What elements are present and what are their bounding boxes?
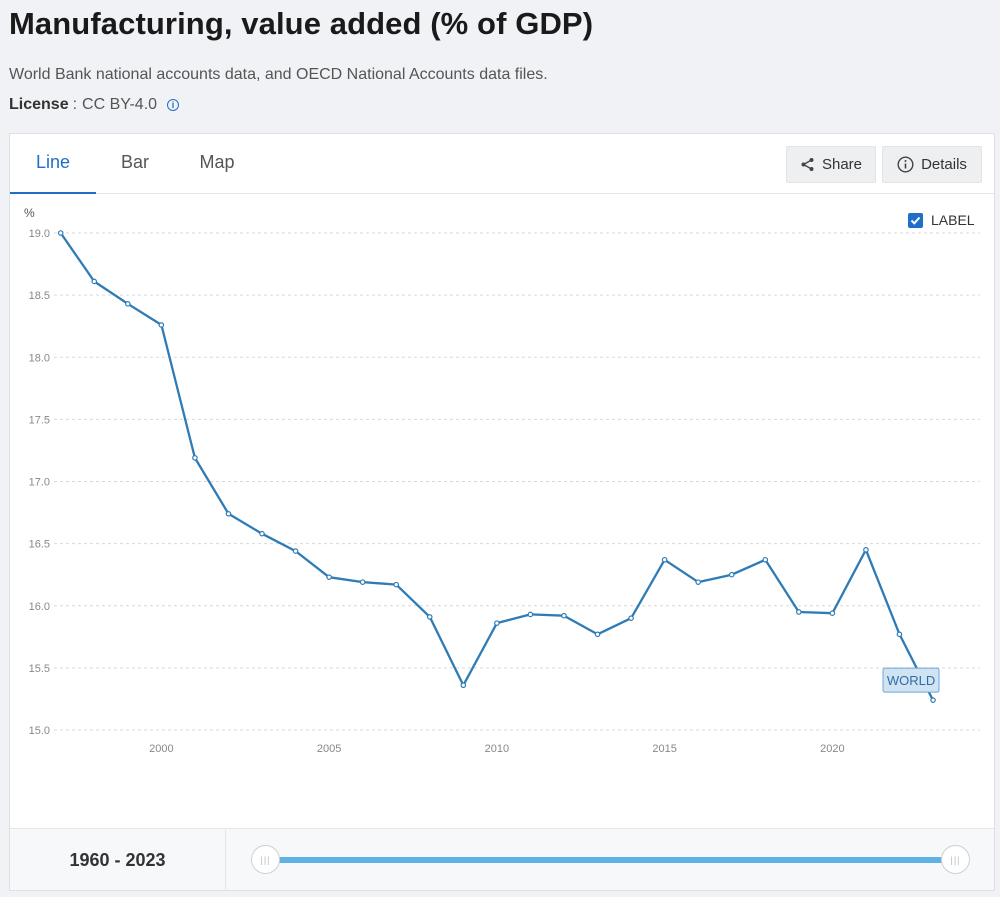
y-tick-label: 17.5	[29, 414, 50, 426]
share-icon	[801, 158, 814, 171]
data-point[interactable]	[762, 556, 769, 563]
license-value: CC BY-4.0	[82, 96, 158, 113]
y-tick-label: 15.5	[29, 663, 50, 675]
page-title: Manufacturing, value added (% of GDP)	[9, 6, 594, 41]
label-toggle[interactable]: LABEL	[908, 212, 975, 228]
range-slider-track[interactable]	[266, 857, 956, 863]
license: License : CC BY-4.0 i	[9, 96, 180, 114]
data-point[interactable]	[393, 581, 400, 588]
data-point[interactable]	[460, 682, 467, 689]
data-point[interactable]	[494, 620, 500, 626]
data-point[interactable]	[326, 574, 332, 580]
data-point[interactable]	[863, 547, 869, 553]
license-label: License	[9, 96, 69, 113]
range-end-handle[interactable]: |||	[941, 845, 970, 874]
data-point[interactable]	[158, 322, 165, 328]
data-point[interactable]	[695, 579, 701, 585]
data-point[interactable]	[728, 571, 735, 578]
checkmark-icon	[910, 216, 921, 225]
data-point[interactable]	[628, 615, 634, 621]
data-point[interactable]	[930, 697, 936, 703]
data-point[interactable]	[661, 556, 668, 563]
series-line-world[interactable]	[59, 232, 935, 701]
data-point[interactable]	[125, 301, 131, 307]
details-label: Details	[921, 156, 967, 173]
data-point[interactable]	[192, 455, 198, 461]
data-point[interactable]	[896, 631, 903, 638]
x-tick-label: 2000	[149, 743, 173, 755]
y-tick-label: 16.0	[29, 601, 50, 613]
data-point[interactable]	[292, 548, 299, 554]
x-tick-label: 2005	[317, 743, 341, 755]
source-note: World Bank national accounts data, and O…	[9, 66, 548, 83]
data-point[interactable]	[259, 530, 265, 537]
chart-card: Line Bar Map Share Details	[9, 133, 995, 891]
data-point[interactable]	[426, 614, 433, 620]
data-point[interactable]	[527, 611, 534, 618]
y-tick-label: 18.5	[29, 290, 50, 302]
chart-tabs: Line Bar Map Share Details	[10, 134, 994, 194]
series-label-box	[882, 667, 940, 693]
label-toggle-text: LABEL	[931, 212, 975, 228]
x-tick-label: 2010	[485, 743, 509, 755]
label-checkbox[interactable]	[908, 212, 923, 228]
data-point[interactable]	[561, 612, 567, 619]
range-footer: 1960 - 2023 ||| |||	[10, 828, 994, 891]
share-label: Share	[821, 156, 863, 173]
y-tick-label: 18.0	[29, 352, 50, 364]
license-separator: :	[72, 96, 78, 113]
data-point[interactable]	[91, 278, 98, 285]
x-tick-label: 2015	[652, 743, 676, 755]
series-label: WORLD	[887, 673, 935, 688]
info-circle-icon	[897, 156, 914, 173]
y-axis-label: %	[24, 206, 35, 220]
line-chart: % 19.0 18.5 18.0 17.5 17.0 16.5 16.0 15.5 15.0 2…	[24, 206, 980, 755]
y-tick-label: 19.0	[29, 228, 50, 240]
data-point[interactable]	[796, 609, 802, 615]
data-point[interactable]	[57, 230, 64, 236]
year-range: 1960 - 2023	[10, 829, 226, 891]
range-start-handle[interactable]: |||	[251, 845, 280, 874]
tab-map[interactable]: Map	[199, 152, 235, 172]
y-tick-label: 17.0	[29, 477, 50, 489]
range-separator: -	[114, 850, 121, 870]
data-point[interactable]	[594, 631, 601, 638]
y-tick-label: 15.0	[29, 725, 50, 737]
share-button[interactable]: Share	[786, 146, 876, 183]
data-point[interactable]	[225, 511, 232, 517]
y-tick-label: 16.5	[29, 539, 50, 551]
info-icon[interactable]: i	[167, 99, 180, 111]
tab-bar[interactable]: Bar	[120, 152, 149, 172]
tab-line[interactable]: Line	[10, 134, 96, 194]
x-tick-label: 2020	[820, 743, 844, 755]
data-point[interactable]	[829, 610, 836, 617]
range-end: 2023	[125, 850, 166, 870]
details-button[interactable]: Details	[882, 146, 982, 183]
data-point[interactable]	[359, 579, 366, 585]
range-start: 1960	[69, 850, 110, 870]
